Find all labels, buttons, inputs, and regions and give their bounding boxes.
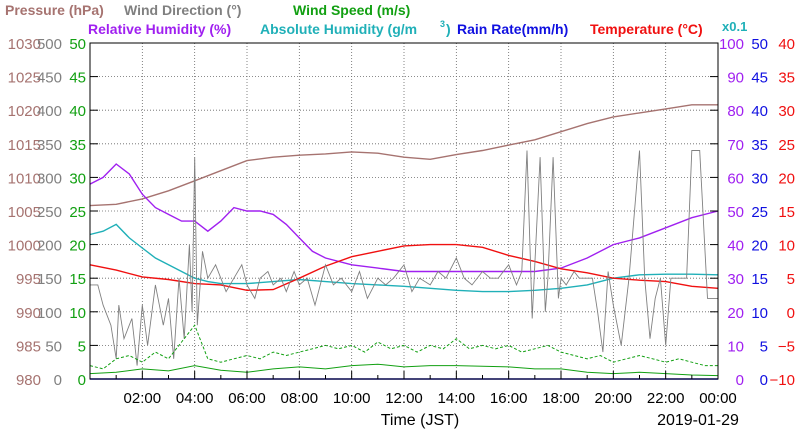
- y-tick-label-wind-direction: 450: [37, 70, 62, 87]
- y-tick-label-wind-speed: 45: [69, 70, 86, 87]
- y-tick-label-rain-rate: 45: [751, 70, 768, 87]
- x-tick-label: 18:00: [542, 390, 580, 407]
- y-tick-label-relative-humidity: 70: [727, 137, 744, 154]
- y-tick-label-pressure: 1025: [8, 70, 41, 87]
- y-tick-label-rain-rate: 35: [751, 137, 768, 154]
- legend-layer: Pressure (hPa) Wind Direction (°) Wind S…: [5, 2, 747, 37]
- y-tick-label-wind-direction: 0: [54, 372, 62, 389]
- series-temperature: [89, 243, 719, 292]
- legend-relative-humidity: Relative Humidity (%): [88, 21, 231, 37]
- y-tick-label-wind-direction: 350: [37, 137, 62, 154]
- legend-absolute-humidity: Absolute Humidity (g/m: [260, 21, 417, 37]
- legend-absolute-humidity-sup: 3: [440, 19, 445, 29]
- x-tick-label: 04:00: [176, 390, 214, 407]
- y-tick-label-pressure: 995: [16, 271, 41, 288]
- date-label: 2019-01-29: [657, 412, 739, 429]
- axis-layer: 02:00 04:00 06:00 08:00 10:00 12:00 14:00 16:00…: [8, 36, 795, 407]
- y-tick-label-pressure: 1030: [8, 36, 41, 53]
- y-tick-label-rain-rate: 0: [760, 372, 768, 389]
- y-tick-label-pressure: 1015: [8, 137, 41, 154]
- y-tick-label-relative-humidity: 60: [727, 170, 744, 187]
- y-tick-label-temperature: 40: [778, 36, 795, 53]
- series-relative-humidity: [89, 163, 719, 273]
- x-tick-label: 22:00: [647, 390, 685, 407]
- y-tick-label-wind-speed: 10: [69, 305, 86, 322]
- y-tick-label-pressure: 980: [16, 372, 41, 389]
- y-tick-label-temperature: −10: [770, 372, 795, 389]
- y-tick-label-temperature: 30: [778, 103, 795, 120]
- series-wind-speed: [89, 324, 718, 370]
- legend-wind-direction: Wind Direction (°): [124, 2, 241, 18]
- legend-scale-note: x0.1: [722, 19, 747, 34]
- series-wind-direction: [90, 150, 718, 366]
- y-tick-label-relative-humidity: 10: [727, 338, 744, 355]
- y-tick-label-temperature: −5: [778, 338, 795, 355]
- x-tick-label: 00:00: [699, 390, 737, 407]
- legend-wind-speed: Wind Speed (m/s): [293, 2, 410, 18]
- y-tick-label-pressure: 1005: [8, 204, 41, 221]
- y-tick-label-wind-direction: 400: [37, 103, 62, 120]
- y-tick-label-wind-direction: 300: [37, 170, 62, 187]
- legend-rain-rate: Rain Rate(mm/h): [457, 21, 568, 37]
- y-tick-label-wind-speed: 20: [69, 238, 86, 255]
- y-tick-label-pressure: 990: [16, 305, 41, 322]
- y-tick-label-rain-rate: 15: [751, 271, 768, 288]
- y-tick-label-relative-humidity: 40: [727, 238, 744, 255]
- grid-layer: [90, 43, 718, 379]
- y-tick-label-pressure: 1020: [8, 103, 41, 120]
- y-tick-label-rain-rate: 5: [760, 338, 768, 355]
- y-tick-label-temperature: 0: [787, 305, 795, 322]
- y-tick-label-pressure: 1000: [8, 238, 41, 255]
- y-tick-label-rain-rate: 25: [751, 204, 768, 221]
- y-tick-label-wind-direction: 500: [37, 36, 62, 53]
- y-tick-label-wind-speed: 30: [69, 170, 86, 187]
- legend-temperature: Temperature (°C): [590, 21, 703, 37]
- y-tick-label-wind-direction: 100: [37, 305, 62, 322]
- x-tick-label: 08:00: [281, 390, 319, 407]
- y-tick-label-relative-humidity: 30: [727, 271, 744, 288]
- y-tick-label-temperature: 15: [778, 204, 795, 221]
- y-tick-label-wind-speed: 15: [69, 271, 86, 288]
- y-tick-label-rain-rate: 40: [751, 103, 768, 120]
- y-tick-label-rain-rate: 30: [751, 170, 768, 187]
- y-tick-label-relative-humidity: 20: [727, 305, 744, 322]
- legend-pressure: Pressure (hPa): [5, 2, 104, 18]
- legend-absolute-humidity-close: ): [446, 21, 451, 37]
- x-tick-label: 02:00: [124, 390, 162, 407]
- y-tick-label-wind-speed: 40: [69, 103, 86, 120]
- x-tick-label: 14:00: [438, 390, 476, 407]
- y-tick-label-relative-humidity: 100: [719, 36, 744, 53]
- y-tick-label-relative-humidity: 80: [727, 103, 744, 120]
- y-tick-label-temperature: 20: [778, 170, 795, 187]
- y-tick-label-temperature: 10: [778, 238, 795, 255]
- y-tick-label-temperature: 5: [787, 271, 795, 288]
- y-tick-label-wind-direction: 200: [37, 238, 62, 255]
- y-tick-label-rain-rate: 20: [751, 238, 768, 255]
- y-tick-label-temperature: 35: [778, 70, 795, 87]
- y-tick-label-wind-speed: 0: [78, 372, 86, 389]
- y-tick-label-rain-rate: 50: [751, 36, 768, 53]
- y-tick-label-rain-rate: 10: [751, 305, 768, 322]
- y-tick-label-relative-humidity: 90: [727, 70, 744, 87]
- y-tick-label-wind-speed: 25: [69, 204, 86, 221]
- y-tick-label-wind-direction: 150: [37, 271, 62, 288]
- x-tick-label: 20:00: [595, 390, 633, 407]
- x-tick-label: 10:00: [333, 390, 371, 407]
- x-tick-label: 12:00: [385, 390, 423, 407]
- series-absolute-humidity: [89, 223, 719, 293]
- y-tick-label-wind-speed: 5: [78, 338, 86, 355]
- y-tick-label-pressure: 1010: [8, 170, 41, 187]
- y-tick-label-wind-direction: 250: [37, 204, 62, 221]
- y-tick-label-wind-speed: 50: [69, 36, 86, 53]
- x-tick-label: 16:00: [490, 390, 528, 407]
- y-tick-label-pressure: 985: [16, 338, 41, 355]
- y-tick-label-wind-direction: 50: [45, 338, 62, 355]
- y-tick-label-relative-humidity: 0: [736, 372, 744, 389]
- y-tick-label-relative-humidity: 50: [727, 204, 744, 221]
- x-axis-label: Time (JST): [381, 412, 460, 429]
- y-tick-label-wind-speed: 35: [69, 137, 86, 154]
- y-tick-label-temperature: 25: [778, 137, 795, 154]
- x-tick-label: 06:00: [228, 390, 266, 407]
